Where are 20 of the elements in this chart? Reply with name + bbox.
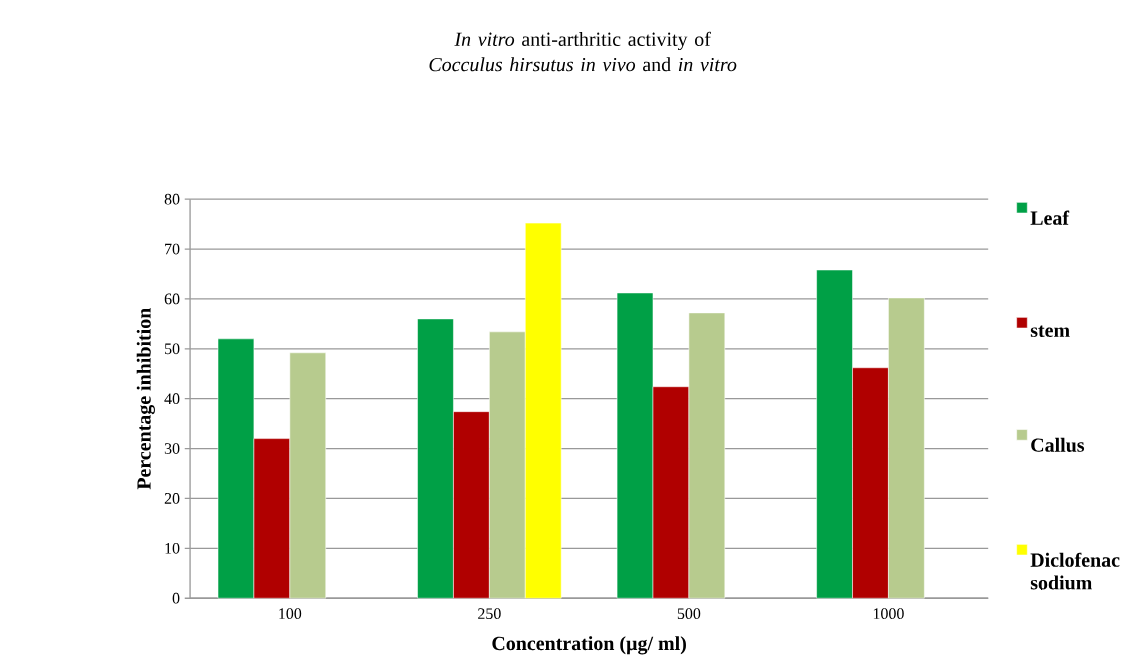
legend-label: Leaf [1030, 210, 1070, 225]
y-tick-label: 70 [165, 243, 180, 255]
x-tick-label: 100 [279, 608, 302, 620]
legend-label: Callus [1031, 437, 1085, 452]
y-tick-label: 0 [172, 592, 180, 604]
x-tick-label: 250 [478, 608, 501, 620]
chart-title: In vitro anti-arthritic activity of Cocculus hirsutus in vivo and in vitro [429, 31, 737, 72]
y-tick-label: 40 [164, 393, 180, 405]
legend-label: Diclofenac sodium [1030, 552, 1120, 590]
y-tick-label: 80 [164, 193, 180, 205]
x-axis-title: Concentration (µg/ ml) [492, 636, 686, 655]
x-tick-label: 1000 [873, 608, 904, 620]
y-axis-title: Percentage inhibition [136, 308, 155, 490]
x-tick-label: 500 [677, 608, 701, 620]
y-tick-label: 10 [165, 543, 180, 554]
y-tick-label: 30 [164, 443, 180, 455]
y-tick-label: 60 [164, 293, 180, 305]
y-tick-label: 50 [165, 343, 180, 355]
legend-label: stem [1030, 325, 1070, 338]
y-tick-label: 20 [164, 493, 180, 504]
